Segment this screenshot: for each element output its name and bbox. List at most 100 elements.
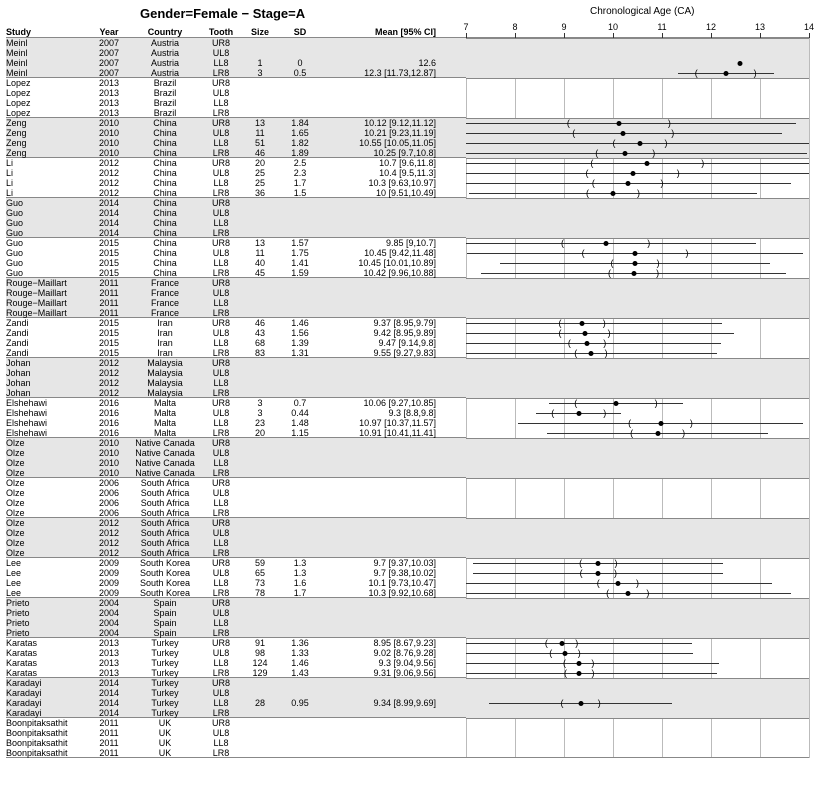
table-row: Olze2010Native CanadaUL8 [6, 448, 466, 458]
forest-row [466, 178, 809, 188]
forest-row [466, 188, 809, 198]
forest-row [466, 238, 809, 248]
table-row: Boonpitaksathit2011UKUR8 [6, 718, 466, 728]
table-row: Lee2009South KoreaUR8591.39.7 [9.37,10.0… [6, 558, 466, 568]
table-row: Lopez2013BrazilLL8 [6, 98, 466, 108]
table-row: Olze2010Native CanadaUR8 [6, 438, 466, 448]
table-row: Karadayi2014TurkeyLR8 [6, 708, 466, 718]
table-row: Prieto2004SpainUR8 [6, 598, 466, 608]
table-row: Johan2012MalaysiaUL8 [6, 368, 466, 378]
table-row: Zandi2015IranLL8681.399.47 [9.14,9.8] [6, 338, 466, 348]
forest-plot: 7891011121314 [466, 22, 809, 788]
table-row: Elshehawi2016MaltaLR8201.1510.91 [10.41,… [6, 428, 466, 438]
table-row: Guo2015ChinaLL8401.4110.45 [10.01,10.89] [6, 258, 466, 268]
table-row: Zeng2010ChinaUL8111.6510.21 [9.23,11.19] [6, 128, 466, 138]
forest-row [466, 428, 809, 438]
table-row: Guo2014ChinaLR8 [6, 228, 466, 238]
study-group: Rouge−Maillart2011FranceUR8Rouge−Maillar… [6, 278, 466, 318]
table-row: Meinl2007AustriaLL81012.6 [6, 58, 466, 68]
table-row: Olze2006South AfricaLR8 [6, 508, 466, 518]
study-group: Zandi2015IranUR8461.469.37 [8.95,9.79]Za… [6, 318, 466, 358]
table-row: Lopez2013BrazilUR8 [6, 78, 466, 88]
table-row: Li2012ChinaLR8361.510 [9.51,10.49] [6, 188, 466, 198]
study-group: Guo2015ChinaUR8131.579.85 [9,10.7]Guo201… [6, 238, 466, 278]
table-row: Olze2012South AfricaUR8 [6, 518, 466, 528]
table-row: Lopez2013BrazilLR8 [6, 108, 466, 118]
table-row: Karatas2013TurkeyLL81241.469.3 [9.04,9.5… [6, 658, 466, 668]
table-row: Prieto2004SpainUL8 [6, 608, 466, 618]
table-row: Johan2012MalaysiaLR8 [6, 388, 466, 398]
col-study: Study [6, 27, 90, 37]
forest-row [466, 158, 809, 168]
table-row: Guo2014ChinaUR8 [6, 198, 466, 208]
col-mean: Mean [95% CI] [320, 27, 440, 37]
forest-row [466, 148, 809, 158]
study-group: Olze2010Native CanadaUR8Olze2010Native C… [6, 438, 466, 478]
table-row: Meinl2007AustriaLR830.512.3 [11.73,12.87… [6, 68, 466, 78]
study-group: Olze2012South AfricaUR8Olze2012South Afr… [6, 518, 466, 558]
table-row: Meinl2007AustriaUR8 [6, 38, 466, 48]
forest-row [466, 658, 809, 668]
table-row: Zeng2010ChinaLL8511.8210.55 [10.05,11.05… [6, 138, 466, 148]
table-row: Rouge−Maillart2011FranceLL8 [6, 298, 466, 308]
table-row: Rouge−Maillart2011FranceUL8 [6, 288, 466, 298]
table-row: Olze2012South AfricaUL8 [6, 528, 466, 538]
table-row: Zeng2010ChinaUR8131.8410.12 [9.12,11.12] [6, 118, 466, 128]
forest-row [466, 328, 809, 338]
table-row: Guo2014ChinaUL8 [6, 208, 466, 218]
table-row: Rouge−Maillart2011FranceUR8 [6, 278, 466, 288]
forest-row [466, 568, 809, 578]
forest-row [466, 558, 809, 568]
forest-row [466, 348, 809, 358]
tick-label: 13 [755, 22, 765, 32]
tick-label: 7 [463, 22, 468, 32]
study-group: Meinl2007AustriaUR8Meinl2007AustriaUL8Me… [6, 38, 466, 78]
table-row: Johan2012MalaysiaLL8 [6, 378, 466, 388]
table-row: Li2012ChinaUL8252.310.4 [9.5,11.3] [6, 168, 466, 178]
table-row: Boonpitaksathit2011UKLL8 [6, 738, 466, 748]
forest-row [466, 648, 809, 658]
table-row: Zandi2015IranUL8431.569.42 [8.95,9.89] [6, 328, 466, 338]
forest-row [466, 588, 809, 598]
forest-row [466, 68, 809, 78]
table-row: Li2012ChinaUR8202.510.7 [9.6,11.8] [6, 158, 466, 168]
forest-row [466, 268, 809, 278]
table-row: Olze2006South AfricaUR8 [6, 478, 466, 488]
forest-row [466, 418, 809, 428]
axis-title: Chronological Age (CA) [590, 6, 695, 17]
forest-row [466, 248, 809, 258]
table-row: Karatas2013TurkeyUL8981.339.02 [8.76,9.2… [6, 648, 466, 658]
table-row: Guo2015ChinaLR8451.5910.42 [9.96,10.88] [6, 268, 466, 278]
table-row: Lopez2013BrazilUL8 [6, 88, 466, 98]
table-row: Olze2006South AfricaLL8 [6, 498, 466, 508]
table-row: Boonpitaksathit2011UKUL8 [6, 728, 466, 738]
study-group: Lee2009South KoreaUR8591.39.7 [9.37,10.0… [6, 558, 466, 598]
table-row: Boonpitaksathit2011UKLR8 [6, 748, 466, 758]
study-group: Guo2014ChinaUR8Guo2014ChinaUL8 Guo2014Chi… [6, 198, 466, 238]
table-row: Karatas2013TurkeyUR8911.368.95 [8.67,9.2… [6, 638, 466, 648]
table-row: Prieto2004SpainLR8 [6, 628, 466, 638]
plot-body [466, 38, 809, 758]
forest-row [466, 638, 809, 648]
table-row: Zandi2015IranUR8461.469.37 [8.95,9.79] [6, 318, 466, 328]
tick-label: 10 [608, 22, 618, 32]
table-row: Rouge−Maillart2011FranceLR8 [6, 308, 466, 318]
chart-title: Gender=Female − Stage=A [140, 6, 305, 21]
table-row: Zandi2015IranLR8831.319.55 [9.27,9.83] [6, 348, 466, 358]
table-row: Olze2006South AfricaUL8 [6, 488, 466, 498]
col-year: Year [90, 27, 128, 37]
table-row: Prieto2004SpainLL8 [6, 618, 466, 628]
tick-label: 9 [561, 22, 566, 32]
table-row: Olze2012South AfricaLR8 [6, 548, 466, 558]
table-row: Guo2015ChinaUL8111.7510.45 [9.42,11.48] [6, 248, 466, 258]
forest-row [466, 398, 809, 408]
col-sd: SD [280, 27, 320, 37]
forest-row [466, 168, 809, 178]
col-tooth: Tooth [202, 27, 240, 37]
forest-row [466, 118, 809, 128]
table-row: Lee2009South KoreaLL8731.610.1 [9.73,10.… [6, 578, 466, 588]
forest-row [466, 128, 809, 138]
study-group: Lopez2013BrazilUR8Lopez2013BrazilUL8Lope… [6, 78, 466, 118]
forest-row [466, 138, 809, 148]
table-row: Lee2009South KoreaUL8651.39.7 [9.38,10.0… [6, 568, 466, 578]
